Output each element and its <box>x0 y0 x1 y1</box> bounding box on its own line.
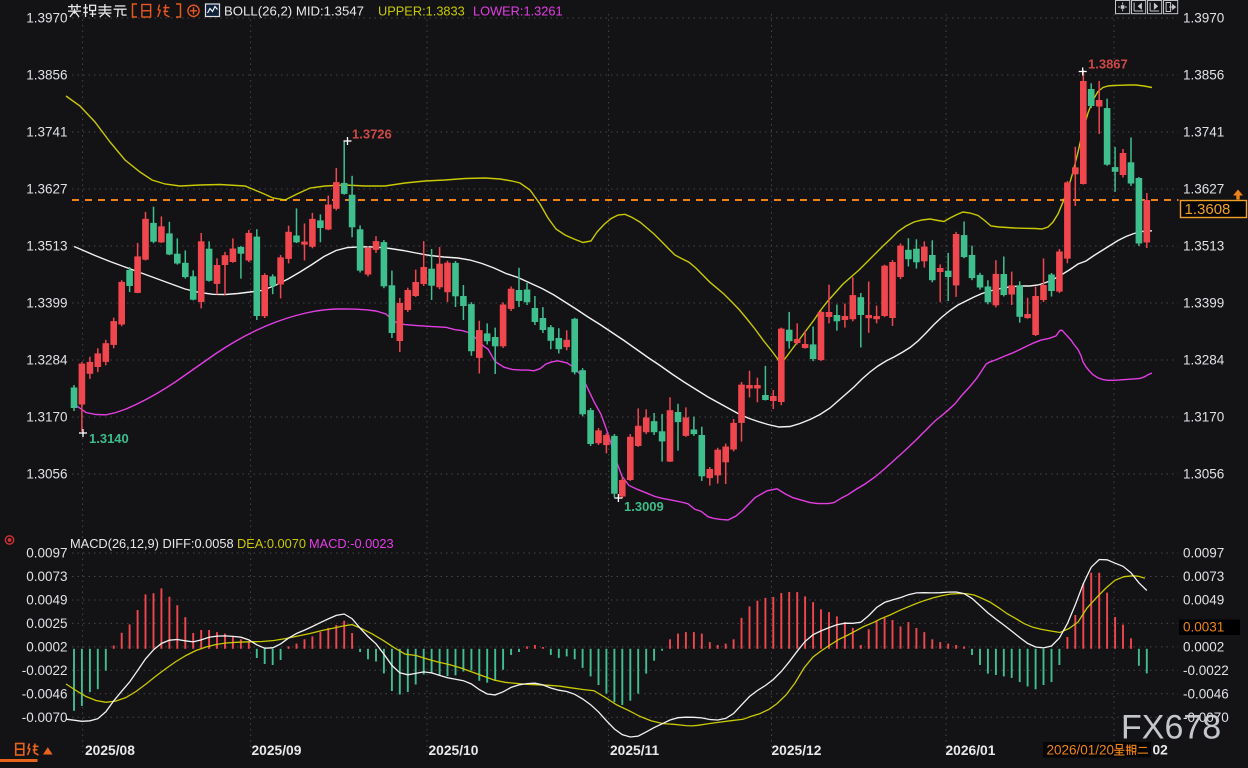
svg-text:1.3856: 1.3856 <box>1183 68 1224 83</box>
svg-text:0.0097: 0.0097 <box>1183 546 1224 561</box>
svg-text:0.0049: 0.0049 <box>26 593 67 608</box>
svg-text:1.3627: 1.3627 <box>1183 182 1224 197</box>
svg-text:2025/12: 2025/12 <box>772 743 822 758</box>
svg-text:1.3170: 1.3170 <box>26 410 67 425</box>
svg-text:0.0002: 0.0002 <box>1183 640 1224 655</box>
svg-text:2025/09: 2025/09 <box>252 743 302 758</box>
svg-text:-0.0022: -0.0022 <box>1183 663 1229 678</box>
svg-text:0.0049: 0.0049 <box>1183 593 1224 608</box>
svg-text:1.3140: 1.3140 <box>89 431 129 446</box>
svg-text:2025/08: 2025/08 <box>85 743 135 758</box>
svg-text:1.3970: 1.3970 <box>1183 11 1224 26</box>
svg-text:0.0097: 0.0097 <box>26 546 67 561</box>
svg-text:1.3009: 1.3009 <box>624 499 664 514</box>
svg-text:1.3741: 1.3741 <box>1183 125 1224 140</box>
svg-text:1.3284: 1.3284 <box>1183 353 1225 368</box>
svg-text:LOWER:1.3261: LOWER:1.3261 <box>473 4 563 19</box>
svg-text:FX678: FX678 <box>1121 709 1221 747</box>
svg-text:MACD(26,12,9) DIFF:0.0058: MACD(26,12,9) DIFF:0.0058 <box>70 536 234 551</box>
svg-text:-0.0022: -0.0022 <box>22 663 68 678</box>
svg-text:-0.0070: -0.0070 <box>22 710 68 725</box>
svg-text:2025/10: 2025/10 <box>429 743 479 758</box>
svg-text:1.3970: 1.3970 <box>26 11 67 26</box>
svg-text:-0.0046: -0.0046 <box>1183 687 1229 702</box>
svg-text:1.3399: 1.3399 <box>1183 296 1224 311</box>
svg-text:1.3856: 1.3856 <box>26 68 67 83</box>
svg-text:1.3513: 1.3513 <box>26 239 67 254</box>
svg-text:2026/01/20: 2026/01/20 <box>1047 743 1115 758</box>
svg-text:1.3867: 1.3867 <box>1088 57 1128 72</box>
svg-text:2026/01: 2026/01 <box>946 743 996 758</box>
svg-text:1.3056: 1.3056 <box>26 467 67 482</box>
svg-text:1.3608: 1.3608 <box>1185 201 1231 218</box>
svg-text:0.0073: 0.0073 <box>1183 569 1224 584</box>
svg-text:MACD:-0.0023: MACD:-0.0023 <box>309 536 394 551</box>
svg-text:1.3170: 1.3170 <box>1183 410 1224 425</box>
svg-text:1.3399: 1.3399 <box>26 296 67 311</box>
svg-text:1.3056: 1.3056 <box>1183 467 1224 482</box>
svg-text:0.0002: 0.0002 <box>26 640 67 655</box>
svg-text:1.3284: 1.3284 <box>26 353 68 368</box>
svg-text:-0.0046: -0.0046 <box>22 687 68 702</box>
svg-text:2025/11: 2025/11 <box>610 743 659 758</box>
svg-text:BOLL(26,2) MID:1.3547: BOLL(26,2) MID:1.3547 <box>224 4 364 19</box>
svg-text:0.0025: 0.0025 <box>26 616 67 631</box>
svg-text:1.3741: 1.3741 <box>26 125 67 140</box>
svg-text:0.0073: 0.0073 <box>26 569 67 584</box>
svg-text:1.3726: 1.3726 <box>352 127 392 142</box>
svg-text:1.3513: 1.3513 <box>1183 239 1224 254</box>
svg-text:UPPER:1.3833: UPPER:1.3833 <box>378 4 465 19</box>
svg-text:0.0031: 0.0031 <box>1183 619 1224 634</box>
svg-text:DEA:0.0070: DEA:0.0070 <box>237 536 306 551</box>
svg-text:1.3627: 1.3627 <box>26 182 67 197</box>
